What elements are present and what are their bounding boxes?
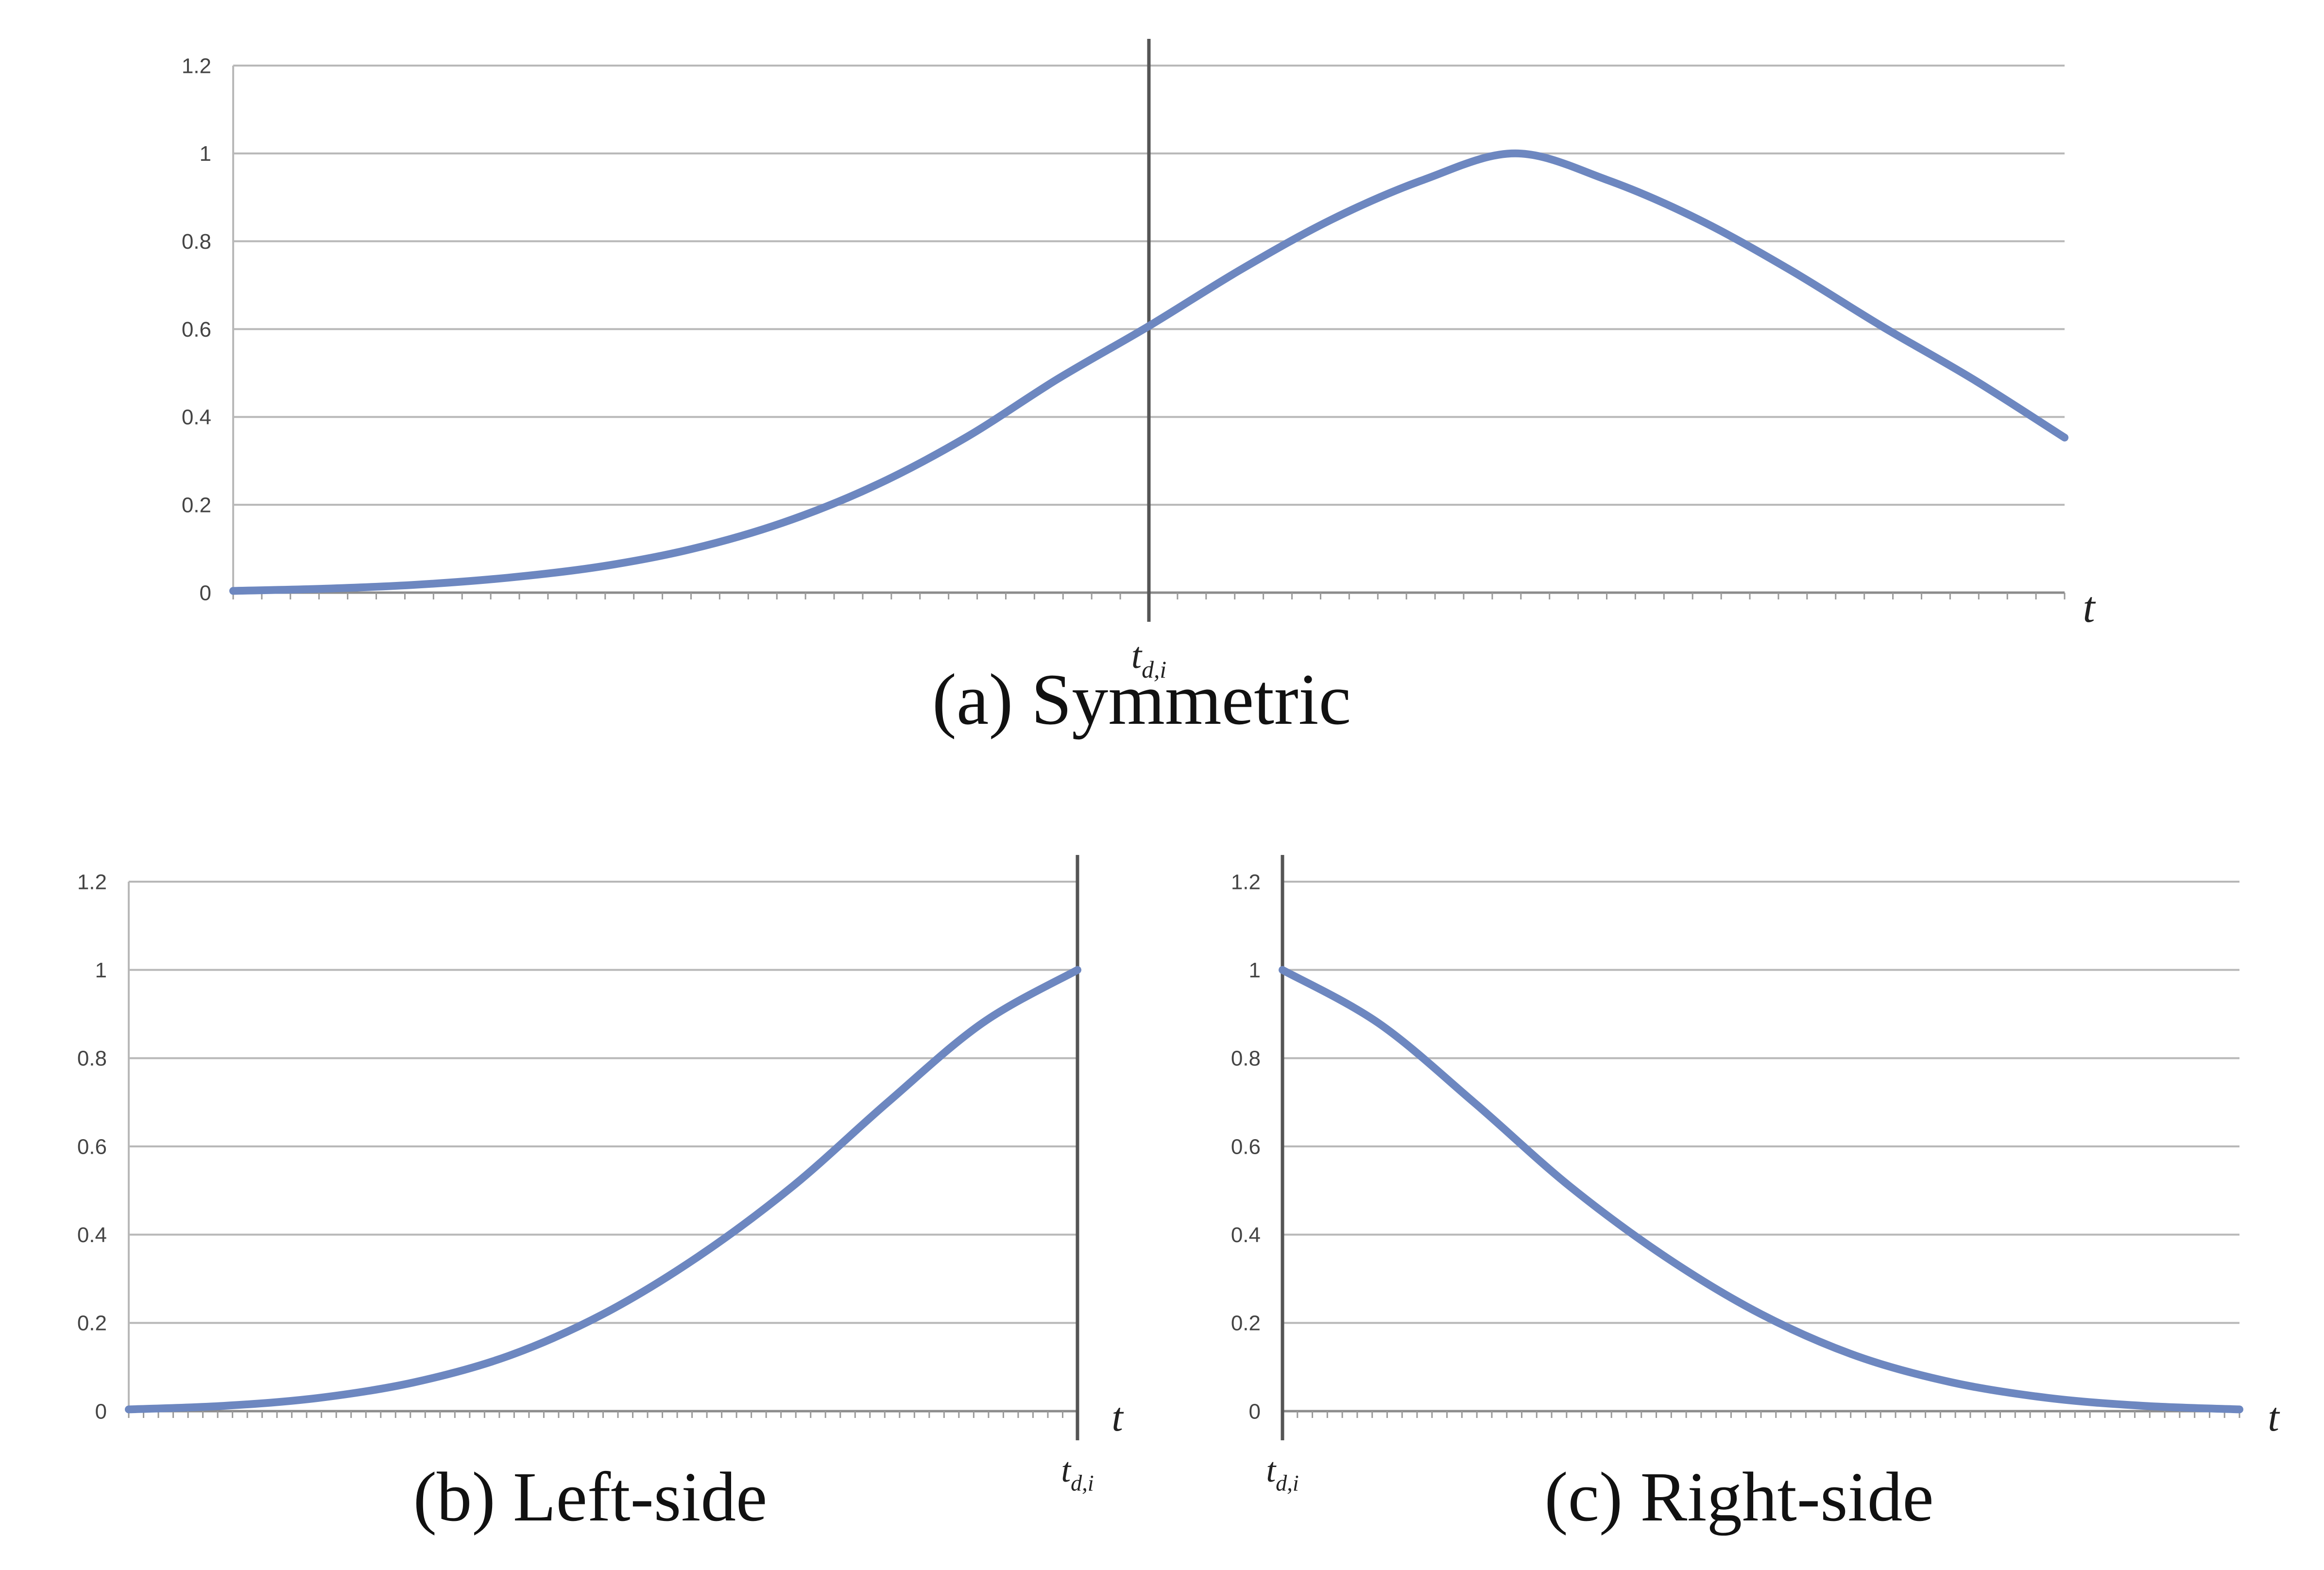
- chart-caption: (c) Right-side: [1544, 1458, 1933, 1536]
- chart-caption: (a) Symmetric: [932, 659, 1351, 740]
- x-axis-label: t: [2268, 1395, 2280, 1440]
- marker-label: td,i: [1061, 1451, 1094, 1495]
- y-tick-label: 0: [200, 581, 211, 605]
- y-tick-label: 0.8: [182, 230, 211, 254]
- y-tick-label: 1: [95, 958, 107, 982]
- series-line-1: [229, 149, 2068, 595]
- y-tick-label: 0.4: [1231, 1223, 1261, 1247]
- y-tick-label: 0: [95, 1399, 107, 1423]
- y-tick-label: 1: [200, 142, 211, 166]
- y-tick-label: 1.2: [182, 54, 211, 78]
- y-tick-label: 0.8: [77, 1047, 107, 1071]
- y-tick-label: 0.8: [1231, 1047, 1261, 1071]
- y-tick-label: 1.2: [77, 870, 107, 894]
- chart-caption: (b) Left-side: [413, 1458, 768, 1536]
- x-axis-label: t: [2083, 583, 2096, 631]
- x-axis-label: t: [1111, 1395, 1124, 1440]
- chart-panel-3: 0 0.2 0.4 0.6 0.8 1 1.2 t td,i (c) Right-side: [1231, 855, 2280, 1536]
- y-tick-label: 0.2: [77, 1312, 107, 1335]
- marker-label: td,i: [1266, 1451, 1299, 1495]
- y-tick-label: 0.6: [1231, 1135, 1261, 1159]
- y-tick-label: 0.2: [1231, 1312, 1261, 1335]
- y-tick-label: 1: [1249, 958, 1261, 982]
- y-tick-label: 1.2: [1231, 870, 1261, 894]
- marker-label: td,i: [1131, 635, 1166, 683]
- series-line-1: [1279, 966, 2243, 1414]
- y-tick-label: 0: [1249, 1399, 1261, 1423]
- y-tick-label: 0.4: [182, 406, 211, 429]
- y-tick-label: 0.6: [77, 1135, 107, 1159]
- y-tick-label: 0.6: [182, 318, 211, 341]
- chart-panel-1: 0 0.2 0.4 0.6 0.8 1 1.2 t td,i(a) Symmetric: [182, 39, 2096, 740]
- y-tick-label: 0.4: [77, 1223, 107, 1247]
- chart-panel-2: 0 0.2 0.4 0.6 0.8 1 1.2 t td,i (b) Left-side: [77, 855, 1124, 1536]
- series-line-1: [125, 966, 1081, 1414]
- y-tick-label: 0.2: [182, 494, 211, 517]
